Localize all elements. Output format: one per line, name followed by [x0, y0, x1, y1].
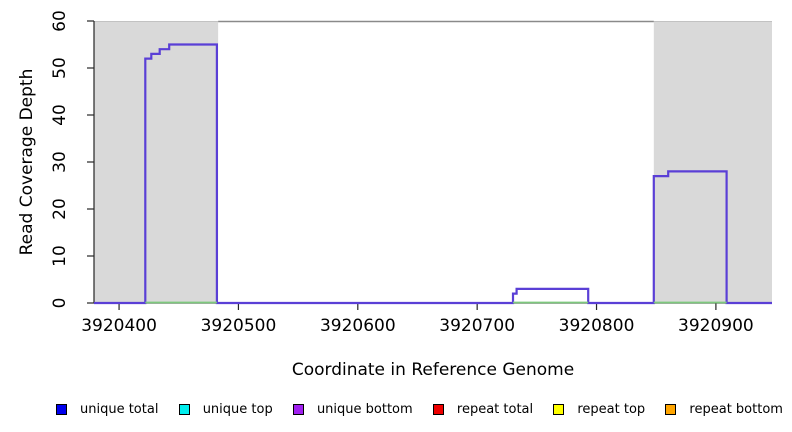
y-axis-title: Read Coverage Depth — [17, 68, 37, 256]
legend-label: unique bottom — [316, 401, 413, 417]
legend-item-unique-bottom: unique bottom — [292, 401, 413, 417]
legend-label: repeat bottom — [689, 401, 783, 417]
left-masked-region — [94, 21, 219, 303]
coverage-line — [94, 43, 772, 305]
x-tick-label: 3920600 — [319, 316, 396, 336]
y-tick-label: 20 — [50, 198, 70, 220]
legend-swatch — [432, 403, 444, 415]
legend-item-unique-top: unique top — [178, 401, 273, 417]
legend-label: repeat top — [577, 401, 646, 417]
x-tick-label: 3920500 — [200, 316, 277, 336]
legend-item-repeat-total: repeat total — [432, 401, 534, 417]
y-tick-label: 0 — [50, 297, 70, 309]
legend-swatch — [292, 403, 304, 415]
legend-swatch — [665, 403, 677, 415]
legend-label: unique top — [202, 401, 273, 417]
legend-label: unique total — [80, 401, 159, 417]
x-axis-title: Coordinate in Reference Genome — [291, 360, 575, 380]
legend-item-repeat-bottom: repeat bottom — [665, 402, 783, 417]
legend-swatch — [56, 403, 67, 415]
legend-label: repeat total — [456, 401, 534, 417]
x-tick-label: 3920800 — [558, 316, 635, 336]
x-tick-label: 3920400 — [81, 316, 157, 336]
x-tick-label: 3920700 — [439, 316, 516, 336]
legend-item-unique-total: unique total — [56, 402, 158, 417]
legend: unique total unique top unique bottom repea… — [0, 399, 792, 419]
legend-item-repeat-top: repeat top — [553, 402, 645, 417]
plot-area — [87, 20, 772, 310]
y-tick-label: 40 — [50, 104, 70, 126]
y-tick-label: 50 — [50, 57, 70, 79]
legend-swatch — [553, 403, 565, 415]
x-tick-label: 3920900 — [678, 316, 754, 336]
y-tick-label: 10 — [50, 245, 70, 267]
legend-swatch — [178, 403, 190, 415]
right-masked-region — [653, 21, 772, 303]
y-tick-label: 30 — [50, 151, 70, 173]
y-tick-label: 60 — [50, 10, 70, 32]
